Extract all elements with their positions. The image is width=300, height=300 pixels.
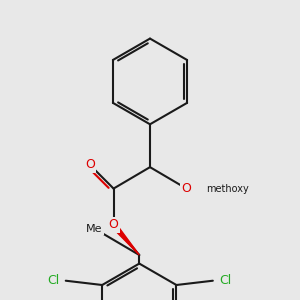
Text: Cl: Cl	[219, 274, 232, 287]
Text: O: O	[85, 158, 95, 172]
Text: Cl: Cl	[47, 274, 59, 287]
Text: methoxy: methoxy	[206, 184, 248, 194]
Text: O: O	[182, 182, 191, 195]
Text: O: O	[109, 218, 118, 232]
Text: Me: Me	[86, 224, 103, 234]
Polygon shape	[112, 223, 139, 255]
